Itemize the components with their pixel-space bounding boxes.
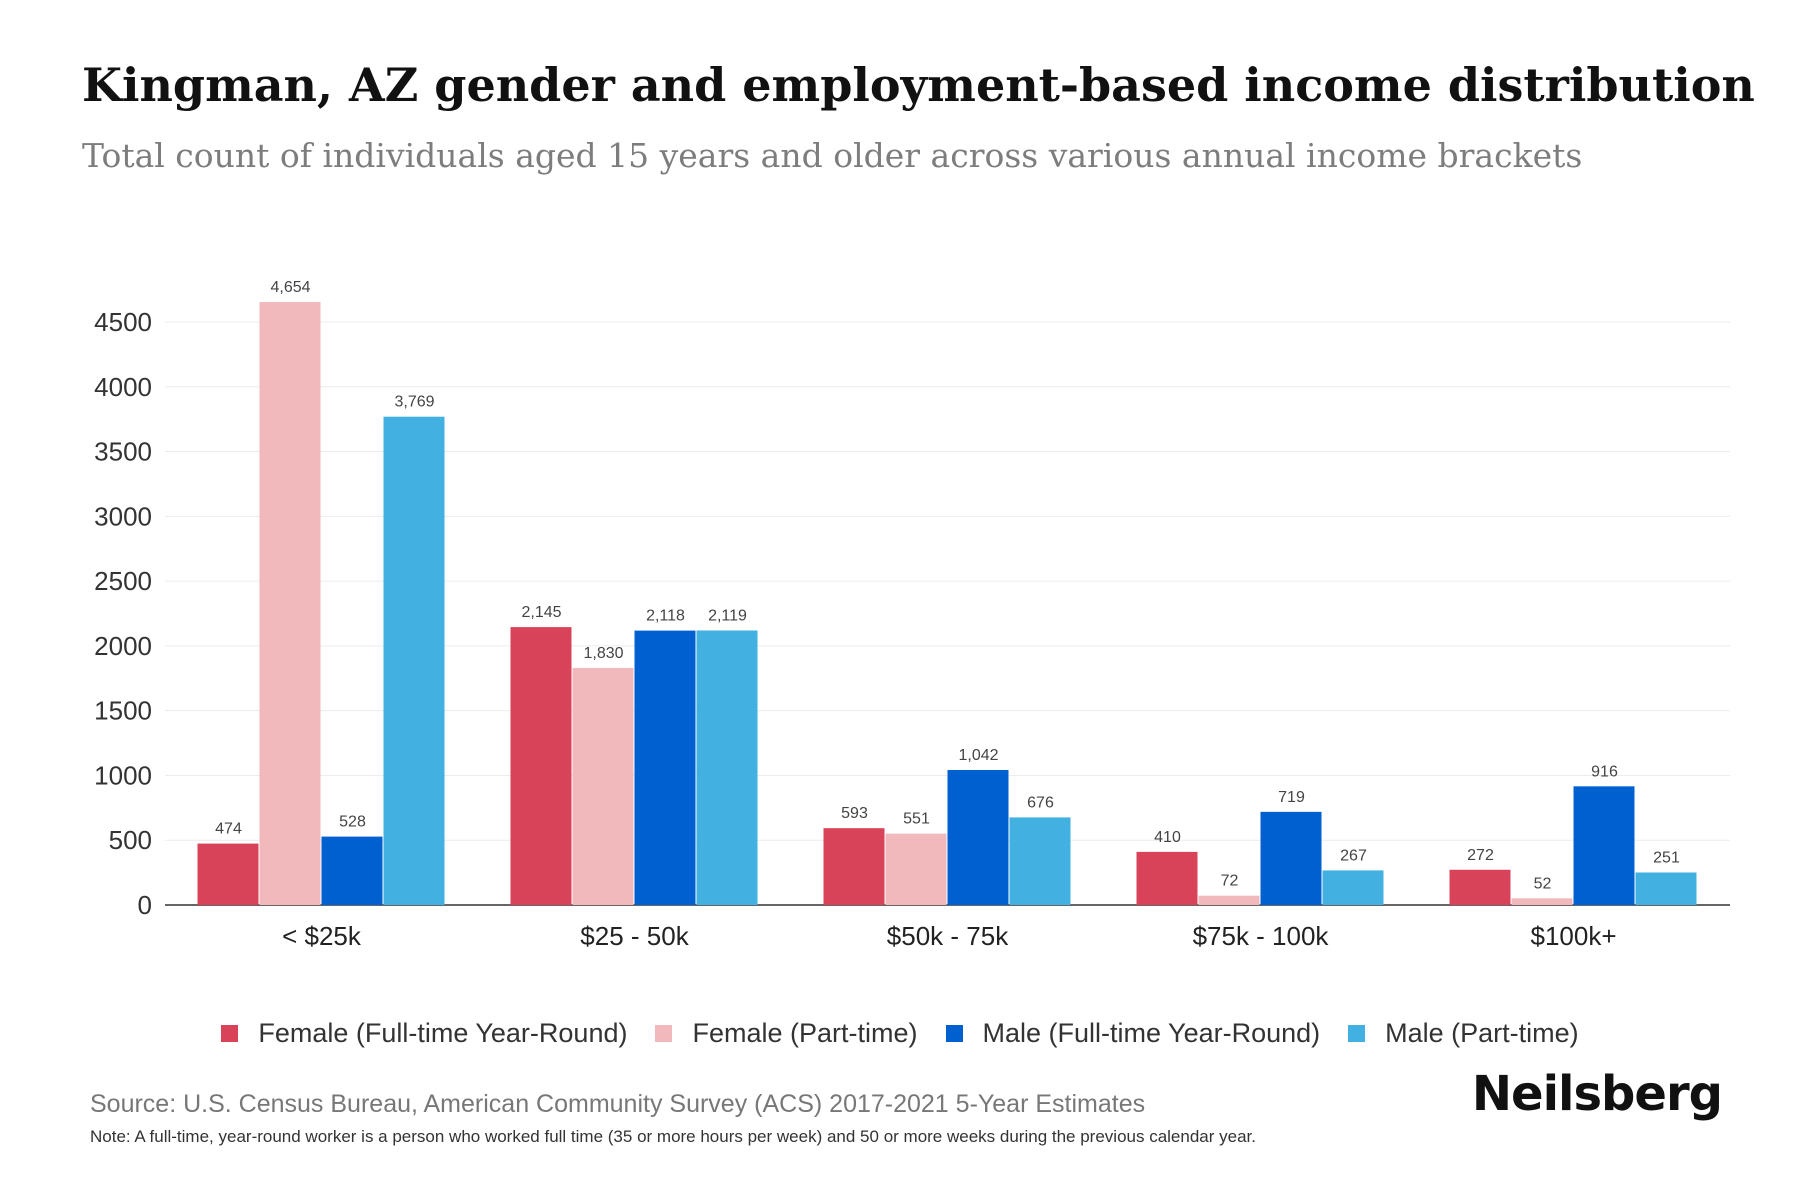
bar-3-2 <box>1260 811 1322 905</box>
legend-swatch-female-part-time <box>655 1025 673 1042</box>
bar-2-0 <box>823 828 885 905</box>
data-label-3-0: 410 <box>1154 829 1181 846</box>
data-label-1-2: 2,118 <box>646 608 685 625</box>
data-label-2-3: 676 <box>1027 794 1054 811</box>
chart-title: Kingman, AZ gender and employment-based … <box>82 58 1755 112</box>
data-label-0-2: 528 <box>339 814 366 831</box>
bar-4-2 <box>1573 786 1635 905</box>
x-tick-label-2: $50k - 75k <box>887 921 1009 951</box>
y-tick-label-500: 500 <box>109 825 152 855</box>
x-tick-label-0: < $25k <box>282 921 362 951</box>
data-label-4-3: 251 <box>1653 849 1680 866</box>
bar-4-1 <box>1511 898 1573 905</box>
bar-3-3 <box>1322 870 1384 905</box>
bar-2-2 <box>947 770 1009 905</box>
bar-chart: 0 500 1000 1500 2000 2500 3000 3500 4000 4500 474 4… <box>94 279 1730 951</box>
legend-item-male-full-time: Male (Full-time Year-Round) <box>945 1018 1321 1049</box>
data-label-3-1: 72 <box>1221 873 1239 890</box>
y-tick-label-2000: 2000 <box>94 631 152 661</box>
data-label-0-0: 474 <box>215 821 242 838</box>
data-label-3-2: 719 <box>1278 789 1305 806</box>
data-label-4-0: 272 <box>1467 847 1494 864</box>
data-label-2-1: 551 <box>903 811 930 828</box>
data-label-1-1: 1,830 <box>583 645 623 662</box>
legend-swatch-male-full-time <box>945 1025 963 1042</box>
bar-0-2 <box>321 836 383 905</box>
chart-subtitle: Total count of individuals aged 15 years… <box>82 136 1583 175</box>
data-label-4-2: 916 <box>1591 763 1618 780</box>
data-label-1-0: 2,145 <box>521 604 561 621</box>
bar-2-1 <box>885 833 947 905</box>
data-label-4-1: 52 <box>1534 875 1552 892</box>
legend-label-female-full-time: Female (Full-time Year-Round) <box>258 1018 628 1048</box>
y-tick-label-3000: 3000 <box>94 501 152 531</box>
legend-item-male-part-time: Male (Part-time) <box>1348 1018 1579 1049</box>
bar-1-3 <box>696 630 758 905</box>
bar-0-1 <box>259 302 321 905</box>
y-tick-label-4000: 4000 <box>94 372 152 402</box>
brand-logo: Neilsberg <box>1471 1066 1723 1122</box>
data-label-0-3: 3,769 <box>394 394 434 411</box>
note-text: Note: A full-time, year-round worker is … <box>90 1127 1256 1146</box>
bar-0-3 <box>383 416 445 905</box>
legend-label-male-full-time: Male (Full-time Year-Round) <box>982 1018 1321 1048</box>
legend-label-male-part-time: Male (Part-time) <box>1385 1018 1579 1048</box>
legend-swatch-male-part-time <box>1348 1025 1366 1042</box>
y-tick-label-3500: 3500 <box>94 437 152 467</box>
bar-1-2 <box>634 630 696 905</box>
legend-label-female-part-time: Female (Part-time) <box>692 1018 918 1048</box>
source-text: Source: U.S. Census Bureau, American Com… <box>90 1090 1146 1118</box>
y-tick-label-0: 0 <box>138 890 152 920</box>
bar-1-0 <box>510 627 572 905</box>
y-tick-label-1500: 1500 <box>94 696 152 726</box>
legend-swatch-female-full-time <box>221 1025 239 1042</box>
x-tick-label-3: $75k - 100k <box>1193 921 1330 951</box>
bar-1-1 <box>572 667 634 905</box>
legend-item-female-full-time: Female (Full-time Year-Round) <box>221 1018 627 1049</box>
data-label-2-2: 1,042 <box>958 747 998 764</box>
y-tick-label-2500: 2500 <box>94 566 152 596</box>
data-label-1-3: 2,119 <box>708 607 747 624</box>
bar-2-3 <box>1009 817 1071 905</box>
x-tick-label-4: $100k+ <box>1530 921 1616 951</box>
chart-legend: Female (Full-time Year-Round) Female (Pa… <box>0 1018 1800 1049</box>
bar-4-0 <box>1449 869 1511 905</box>
data-label-0-1: 4,654 <box>270 279 310 296</box>
bar-4-3 <box>1635 872 1697 905</box>
bar-3-0 <box>1136 851 1198 905</box>
data-label-3-3: 267 <box>1340 847 1367 864</box>
y-tick-label-4500: 4500 <box>94 307 152 337</box>
y-tick-label-1000: 1000 <box>94 760 152 790</box>
legend-item-female-part-time: Female (Part-time) <box>655 1018 918 1049</box>
x-tick-label-1: $25 - 50k <box>580 921 689 951</box>
bar-0-0 <box>197 843 259 905</box>
bar-3-1 <box>1198 895 1260 905</box>
data-label-2-0: 593 <box>841 805 868 822</box>
